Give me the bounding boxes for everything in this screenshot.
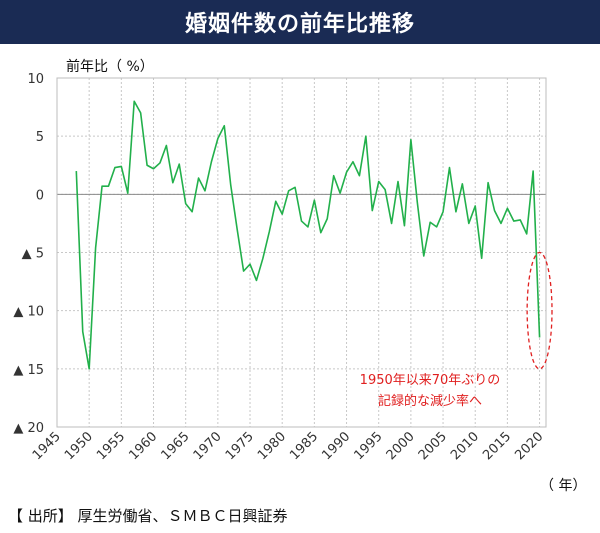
x-tick-label: 2015 xyxy=(480,429,514,463)
x-tick-label: 1950 xyxy=(62,429,96,463)
highlight-ellipse xyxy=(526,251,553,370)
y-axis-ticks: 10 5 0 ▲ 5 ▲ 10 ▲ 15 ▲ 20 xyxy=(13,72,44,436)
x-tick-label: 1955 xyxy=(94,429,128,463)
y-tick-label: 10 xyxy=(27,72,44,87)
plot-border xyxy=(56,77,547,428)
y-tick-label: 0 xyxy=(36,188,44,203)
x-tick-label: 1985 xyxy=(287,429,321,463)
x-tick-label: 1980 xyxy=(255,429,289,463)
x-axis-label: （ 年） xyxy=(540,478,586,494)
annotation-line-2: 記録的な減少率へ xyxy=(378,393,482,409)
y-tick-label: 5 xyxy=(36,130,44,145)
line-chart: 10 5 0 ▲ 5 ▲ 10 ▲ 15 ▲ 20 19451950195519601965… xyxy=(13,58,586,494)
x-tick-label: 1960 xyxy=(126,429,160,463)
annotation-line-1: 1950年以来70年ぶりの xyxy=(360,373,501,388)
y-axis-label: 前年比（ %） xyxy=(66,58,154,75)
x-tick-label: 2000 xyxy=(384,429,418,463)
x-tick-label: 1995 xyxy=(352,429,386,463)
source-note: 【 出所】 厚生労働省、ＳＭＢＣ日興証券 xyxy=(8,507,288,525)
y-tick-label: ▲ 15 xyxy=(13,363,44,378)
x-tick-label: 2005 xyxy=(416,429,450,463)
x-tick-label: 2010 xyxy=(448,429,482,463)
series-line xyxy=(75,100,541,370)
x-tick-label: 1975 xyxy=(223,429,257,463)
y-tick-label: ▲ 10 xyxy=(13,305,44,320)
x-tick-label: 1990 xyxy=(319,429,353,463)
x-tick-label: 1970 xyxy=(191,429,225,463)
x-tick-label: 2020 xyxy=(512,429,546,463)
chart-title: 婚姻件数の前年比推移 xyxy=(184,12,415,37)
x-tick-label: 1965 xyxy=(159,429,193,463)
y-tick-label: ▲ 20 xyxy=(13,421,44,436)
x-axis-ticks: 1945195019551960196519701975198019851990… xyxy=(30,429,547,463)
y-tick-label: ▲ 5 xyxy=(22,247,44,262)
title-bar: 婚姻件数の前年比推移 xyxy=(0,0,600,44)
